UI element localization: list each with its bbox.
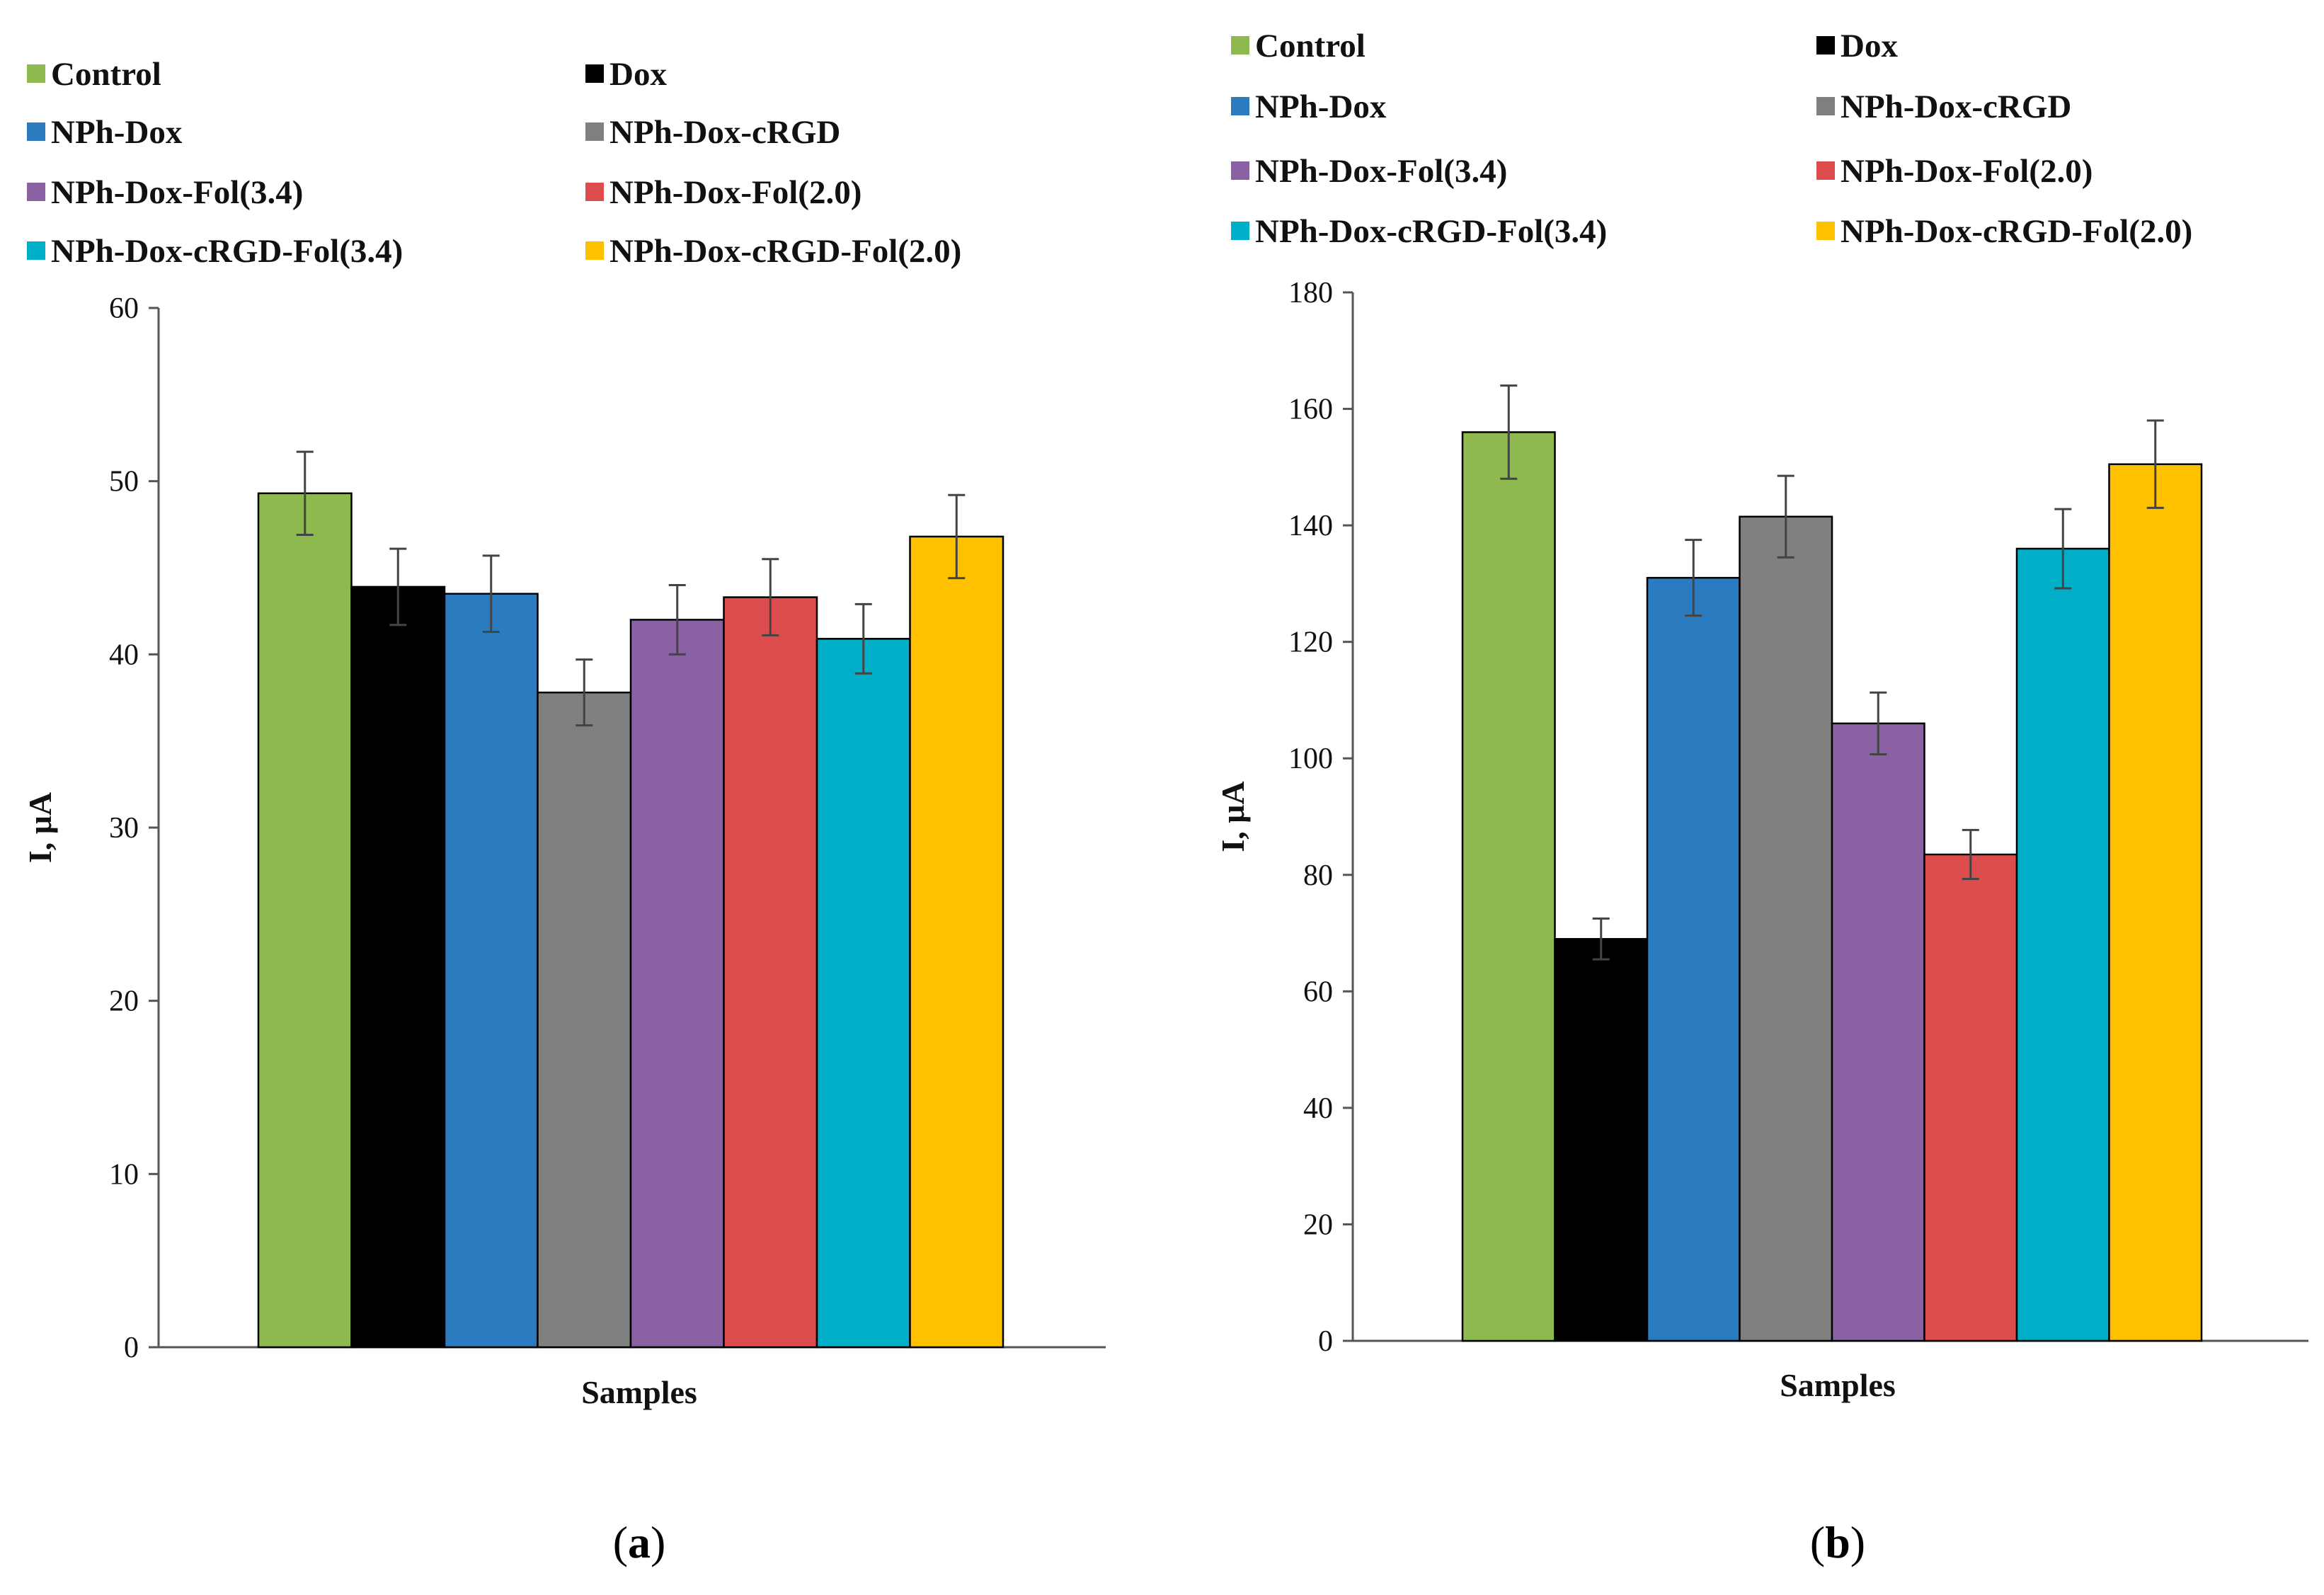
- y-tick-label: 50: [109, 466, 139, 498]
- legend-swatch: [27, 183, 45, 201]
- figure-panel-b: Control Dox NPh-Dox NPh-Dox-cRGD NPh-Dox-Fol…: [1162, 0, 2323, 1595]
- legend-swatch: [1231, 97, 1249, 115]
- y-tick-label: 100: [1288, 743, 1333, 775]
- y-tick-label: 30: [109, 812, 139, 845]
- y-tick-label: 80: [1303, 859, 1333, 892]
- bar-nph-dox-crgd-fol-2-0-: [909, 535, 1004, 1349]
- y-tick-label: 0: [1318, 1325, 1333, 1358]
- legend-swatch: [1816, 161, 1835, 180]
- legend-label: NPh-Dox-cRGD: [1841, 88, 2071, 125]
- legend-label: NPh-Dox-cRGD: [609, 114, 840, 151]
- panel-label: (a): [613, 1517, 666, 1567]
- y-tick-label: 0: [124, 1332, 139, 1364]
- bar-nph-dox-crgd-fol-3-4-: [2015, 547, 2110, 1342]
- legend-label: Control: [51, 56, 161, 93]
- legend-label: NPh-Dox-Fol(2.0): [1841, 153, 2093, 190]
- legend-swatch: [1816, 222, 1835, 240]
- legend-label: NPh-Dox-Fol(3.4): [51, 174, 303, 211]
- legend-label: NPh-Dox-cRGD-Fol(3.4): [51, 233, 403, 270]
- legend-label: NPh-Dox-cRGD-Fol(3.4): [1255, 213, 1607, 250]
- legend-label: NPh-Dox: [1255, 88, 1387, 125]
- legend-swatch: [1231, 36, 1249, 55]
- bar-nph-dox-fol-2-0-: [723, 596, 818, 1349]
- legend-swatch: [27, 241, 45, 260]
- legend-label: NPh-Dox-cRGD-Fol(2.0): [609, 233, 961, 270]
- bar-dox: [350, 585, 446, 1349]
- legend-label: NPh-Dox-Fol(3.4): [1255, 153, 1507, 190]
- legend-swatch: [1231, 161, 1249, 180]
- figure-panel-a: Control Dox NPh-Dox NPh-Dox-cRGD NPh-Dox-Fol…: [22, 56, 1106, 1567]
- legend-swatch: [1816, 97, 1835, 115]
- y-tick-label: 160: [1288, 394, 1333, 426]
- legend-swatch: [1816, 36, 1835, 55]
- bar-dox: [1554, 938, 1649, 1342]
- legend-swatch: [1231, 222, 1249, 240]
- bar-control: [257, 492, 353, 1349]
- legend-swatch: [585, 122, 604, 141]
- y-tick-label: 60: [109, 292, 139, 325]
- legend-label: Dox: [1841, 28, 1898, 64]
- y-tick-label: 40: [1303, 1092, 1333, 1125]
- legend-swatch: [27, 122, 45, 141]
- legend-label: Dox: [609, 56, 667, 93]
- legend-label: NPh-Dox: [51, 114, 183, 151]
- chart-b: Control Dox NPh-Dox NPh-Dox-cRGD NPh-Dox-Fol…: [1215, 28, 2308, 1567]
- bar-nph-dox-crgd: [537, 691, 632, 1349]
- bar-nph-dox: [1646, 576, 1741, 1342]
- y-tick-label: 40: [109, 639, 139, 671]
- legend-label: NPh-Dox-cRGD-Fol(2.0): [1841, 213, 2192, 250]
- bar-nph-dox-fol-2-0-: [1923, 853, 2018, 1342]
- panel-label: (b): [1810, 1517, 1865, 1567]
- legend-swatch: [585, 183, 604, 201]
- bar-nph-dox-fol-3-4-: [1831, 722, 1925, 1342]
- y-axis-label: I, μA: [1215, 781, 1251, 852]
- legend-label: Control: [1255, 28, 1366, 64]
- y-tick-label: 20: [109, 985, 139, 1018]
- legend-swatch: [585, 241, 604, 260]
- y-tick-label: 120: [1288, 627, 1333, 659]
- bar-nph-dox-fol-3-4-: [629, 619, 725, 1349]
- chart-a: Control Dox NPh-Dox NPh-Dox-cRGD NPh-Dox-Fol…: [22, 56, 1106, 1567]
- bar-control: [1461, 431, 1556, 1342]
- x-axis-label: Samples: [1780, 1367, 1896, 1403]
- y-tick-label: 180: [1288, 277, 1333, 309]
- x-axis-label: Samples: [581, 1374, 697, 1410]
- bar-nph-dox-crgd: [1739, 515, 1833, 1342]
- bar-nph-dox: [443, 593, 539, 1349]
- legend-swatch: [27, 64, 45, 83]
- bar-nph-dox-crgd-fol-2-0-: [2108, 463, 2203, 1342]
- y-tick-label: 10: [109, 1158, 139, 1191]
- y-axis-label: I, μA: [22, 792, 58, 863]
- legend-label: NPh-Dox-Fol(2.0): [609, 174, 862, 211]
- bar-nph-dox-crgd-fol-3-4-: [815, 638, 911, 1349]
- y-tick-label: 20: [1303, 1208, 1333, 1241]
- y-tick-label: 60: [1303, 976, 1333, 1008]
- y-tick-label: 140: [1288, 510, 1333, 542]
- legend-swatch: [585, 64, 604, 83]
